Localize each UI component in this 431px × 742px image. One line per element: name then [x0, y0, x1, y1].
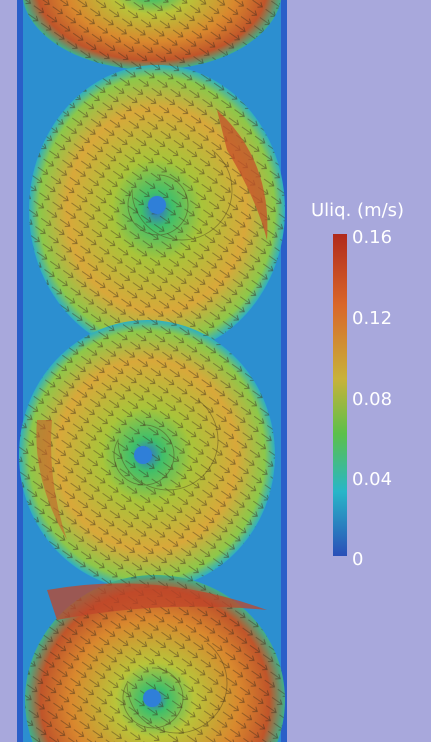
colorbar-tick-label: 0.12 [352, 308, 393, 329]
colorbar-tick-label: 0 [352, 549, 364, 570]
colorbar-tick-label: 0.08 [352, 389, 393, 410]
vortex-bottom [25, 575, 285, 742]
colorbar-gradient [333, 234, 347, 556]
colorbar-tick-label: 0.16 [352, 227, 393, 248]
vortex-top [23, 0, 281, 70]
velocity-field [17, 0, 287, 742]
colorbar-title: Uliq. (m/s) [311, 200, 405, 221]
colorbar-tick-label: 0.04 [352, 469, 393, 490]
